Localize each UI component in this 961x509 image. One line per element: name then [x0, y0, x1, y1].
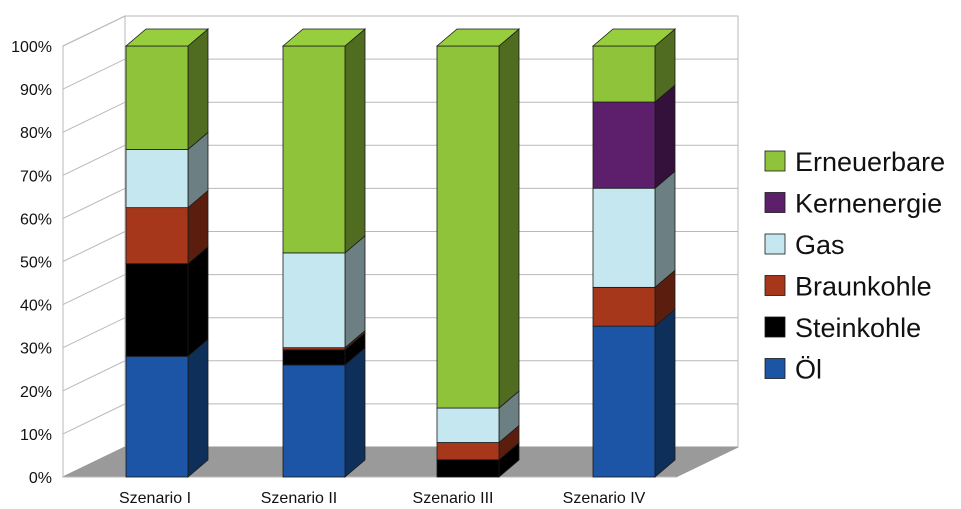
bar-segment-erneuerbare — [282, 45, 346, 254]
bar-segment-steinkohle — [282, 349, 346, 366]
bar-segment-steinkohle-side — [187, 245, 209, 358]
legend-label: Braunkohle — [795, 272, 932, 302]
bar-segment-kernenergie — [592, 101, 656, 189]
y-tick-label: 90% — [20, 82, 52, 99]
bar-segment--l — [592, 325, 656, 478]
bar-segment-erneuerbare — [436, 45, 500, 409]
legend-swatch — [764, 275, 786, 296]
bar-segment-gas — [592, 187, 656, 288]
chart-floor — [62, 46, 739, 478]
bar-segment-erneuerbare — [125, 45, 189, 150]
gridline — [62, 274, 738, 306]
gridline — [62, 403, 738, 435]
y-tick-label: 50% — [20, 255, 52, 272]
bar-segment-braunkohle — [436, 442, 500, 461]
bar-segment-steinkohle — [436, 459, 500, 478]
bar-segment-erneuerbare-side — [498, 28, 520, 409]
bar-segment-erneuerbare-side — [187, 28, 209, 151]
y-tick-label: 100% — [11, 39, 52, 56]
y-tick-label: 80% — [20, 125, 52, 142]
bar-segment--l — [125, 355, 189, 478]
gridline — [62, 144, 738, 176]
legend-swatch — [764, 316, 786, 338]
bar-segment-gas — [436, 407, 500, 443]
gridline — [62, 187, 738, 219]
y-axis-tick-labels: 0% 10% 20% 30% 40% 50% 60% 70% 80% 90% 100% — [11, 39, 52, 487]
bar-segment-gas-side — [344, 235, 366, 349]
bar-segment-braunkohle — [592, 286, 656, 327]
x-category-label: Szenario II — [261, 490, 337, 507]
gridline — [62, 360, 738, 392]
bar-segment-braunkohle — [125, 207, 189, 265]
bar-segment--l-side — [187, 338, 209, 478]
bar-segment-erneuerbare-top — [281, 28, 367, 47]
legend: Erneuerbare Kernenergie Gas Braunkohle Stein… — [764, 147, 945, 385]
legend-label: Steinkohle — [795, 313, 921, 343]
legend-label: Öl — [795, 355, 822, 385]
bar-segment-erneuerbare-top — [435, 28, 521, 47]
gridline — [62, 317, 738, 349]
bar-segment-erneuerbare-top — [591, 28, 677, 47]
bar-segment--l — [282, 364, 346, 478]
gridline — [62, 231, 738, 262]
y-tick-label: 0% — [29, 470, 52, 487]
gridline — [62, 101, 738, 133]
bar-segment-kernenergie-side — [654, 84, 676, 190]
bar-segment-erneuerbare-side — [344, 28, 366, 254]
legend-label: Erneuerbare — [795, 147, 945, 177]
y-tick-label: 70% — [20, 168, 52, 185]
x-category-label: Szenario III — [413, 490, 494, 507]
legend-swatch — [764, 150, 786, 172]
gridline — [62, 58, 738, 90]
legend-label: Gas — [795, 230, 845, 260]
y-tick-label: 60% — [20, 211, 52, 228]
legend-label: Kernenergie — [795, 189, 942, 219]
y-tick-label: 40% — [20, 298, 52, 315]
bar-segment-gas — [125, 149, 189, 209]
x-category-label: Szenario I — [119, 490, 191, 507]
legend-swatch — [764, 358, 786, 379]
legend-swatch — [764, 233, 786, 255]
legend-swatch — [764, 192, 786, 213]
bar-segment-erneuerbare-top — [124, 28, 210, 47]
y-tick-label: 30% — [20, 341, 52, 358]
gridline — [62, 15, 738, 47]
x-axis-category-labels: Szenario I Szenario II Szenario III Szenari… — [119, 490, 646, 507]
bar-segment-gas-side — [654, 170, 676, 289]
bar-segment--l-side — [654, 308, 676, 478]
bar-segment-steinkohle — [125, 263, 189, 357]
bar-segment-gas — [282, 252, 346, 349]
y-tick-label: 10% — [20, 427, 52, 444]
y-tick-label: 20% — [20, 384, 52, 401]
bar-segment-erneuerbare — [592, 45, 656, 103]
bar-segment--l-side — [344, 347, 366, 478]
x-category-label: Szenario IV — [563, 490, 646, 507]
bars — [124, 28, 677, 478]
